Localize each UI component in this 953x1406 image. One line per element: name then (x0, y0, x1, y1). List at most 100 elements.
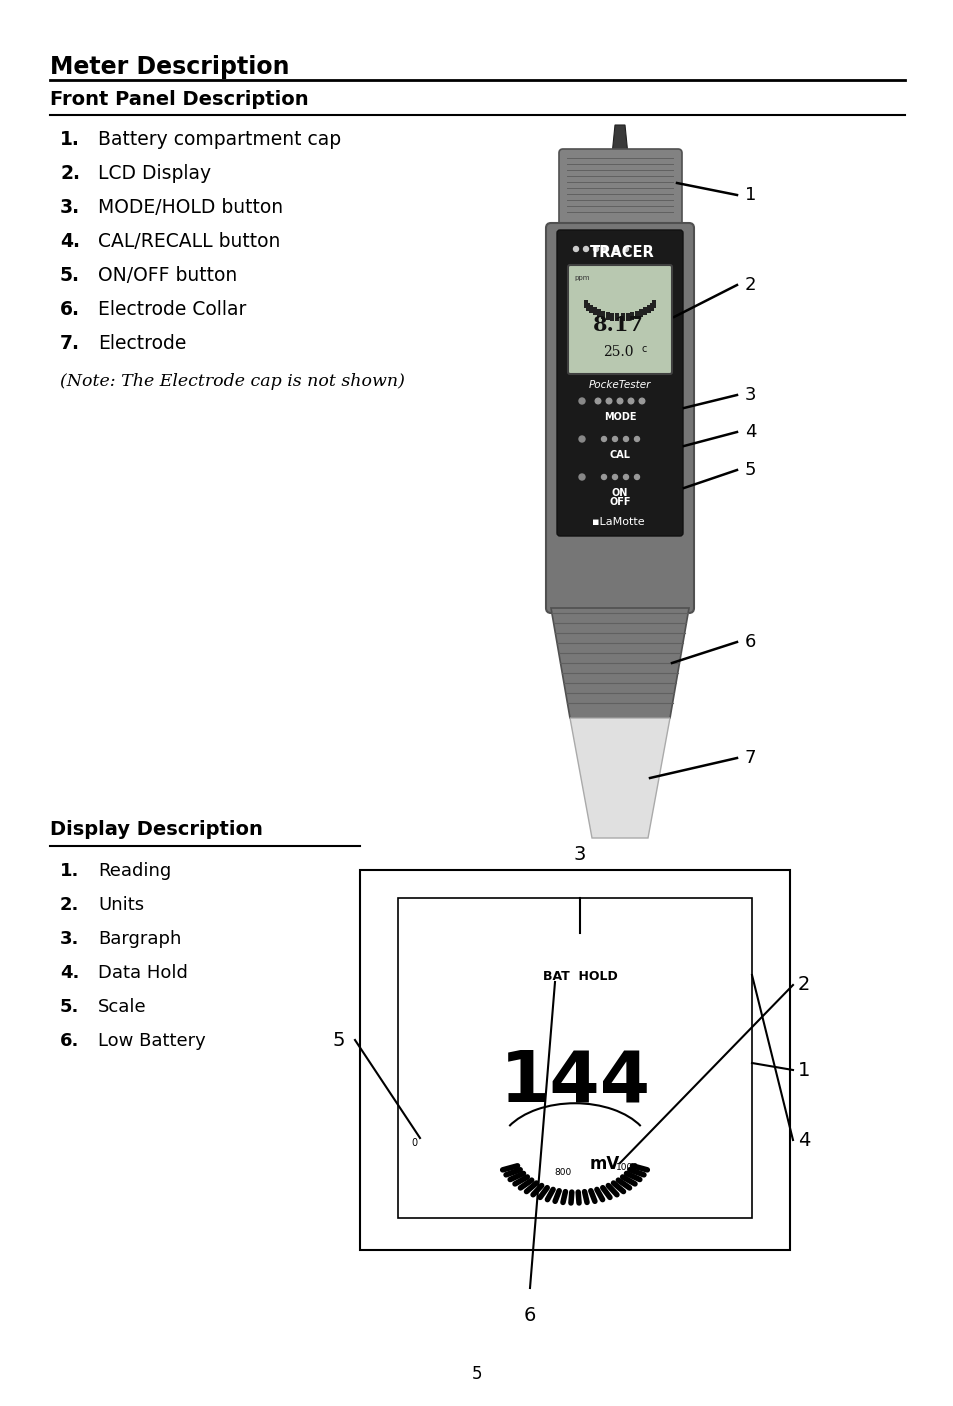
Text: 7: 7 (744, 749, 756, 768)
Text: CAL/RECALL button: CAL/RECALL button (98, 232, 280, 252)
Text: MODE: MODE (603, 412, 636, 422)
Circle shape (578, 474, 584, 479)
Circle shape (627, 398, 633, 404)
Text: 1: 1 (797, 1060, 809, 1080)
Text: Scale: Scale (98, 998, 147, 1017)
Text: MODE/HOLD button: MODE/HOLD button (98, 198, 283, 217)
Text: 1: 1 (744, 186, 756, 204)
Text: 1.: 1. (60, 129, 80, 149)
Text: ON/OFF button: ON/OFF button (98, 266, 237, 285)
Polygon shape (612, 125, 627, 155)
Circle shape (612, 474, 617, 479)
Text: Front Panel Description: Front Panel Description (50, 90, 309, 110)
Bar (583, 301, 587, 308)
Circle shape (612, 436, 617, 441)
Bar (610, 312, 614, 321)
Text: 4: 4 (744, 423, 756, 441)
Circle shape (595, 398, 600, 404)
Circle shape (623, 474, 628, 479)
Text: Display Description: Display Description (50, 820, 263, 839)
Polygon shape (551, 607, 688, 718)
Circle shape (601, 474, 606, 479)
Text: 6: 6 (523, 1306, 536, 1324)
Text: 3: 3 (744, 387, 756, 404)
Text: ▪LaMotte: ▪LaMotte (591, 517, 643, 527)
Bar (397, 898, 751, 1218)
Bar (605, 312, 609, 319)
Circle shape (578, 398, 584, 404)
Text: 5.: 5. (60, 266, 80, 285)
Bar (635, 311, 639, 319)
Text: Data Hold: Data Hold (98, 965, 188, 981)
Text: 7.: 7. (60, 335, 80, 353)
Text: Low Battery: Low Battery (98, 1032, 206, 1050)
Text: 2: 2 (744, 276, 756, 294)
Circle shape (639, 398, 644, 404)
Text: CAL: CAL (609, 450, 630, 460)
Bar (619, 314, 624, 321)
Bar (596, 309, 599, 318)
Text: PockeTester: PockeTester (588, 380, 651, 389)
Bar (359, 870, 789, 1250)
Text: Battery compartment cap: Battery compartment cap (98, 129, 341, 149)
Circle shape (578, 436, 584, 441)
FancyBboxPatch shape (558, 149, 681, 232)
Circle shape (593, 246, 598, 252)
Text: mV: mV (589, 1154, 619, 1173)
Text: 8.17: 8.17 (592, 315, 643, 335)
Circle shape (603, 246, 608, 252)
Text: OFF: OFF (609, 496, 630, 508)
Text: 5: 5 (471, 1365, 482, 1384)
Text: Units: Units (98, 896, 144, 914)
Text: 1000: 1000 (615, 1163, 638, 1173)
Bar (588, 305, 593, 314)
Bar (600, 311, 604, 319)
Text: Electrode Collar: Electrode Collar (98, 299, 246, 319)
Text: 3.: 3. (60, 929, 79, 948)
Text: 25.0: 25.0 (602, 344, 633, 359)
Bar (649, 302, 654, 311)
Text: 5.: 5. (60, 998, 79, 1017)
Bar (615, 314, 618, 321)
Bar (585, 302, 589, 311)
Bar (592, 308, 596, 315)
Text: Electrode: Electrode (98, 335, 186, 353)
Circle shape (634, 436, 639, 441)
Text: 5: 5 (333, 1031, 345, 1049)
Bar (652, 301, 656, 308)
Text: 800: 800 (554, 1168, 571, 1177)
Circle shape (623, 436, 628, 441)
Text: 144: 144 (499, 1047, 650, 1116)
Text: LCD Display: LCD Display (98, 165, 211, 183)
Bar (630, 312, 634, 319)
Text: 0: 0 (411, 1137, 416, 1149)
FancyBboxPatch shape (545, 224, 693, 613)
Text: 2.: 2. (60, 165, 80, 183)
Text: (Note: The Electrode cap is not shown): (Note: The Electrode cap is not shown) (60, 373, 404, 389)
Text: c: c (641, 344, 647, 354)
Circle shape (573, 246, 578, 252)
Circle shape (617, 398, 622, 404)
Bar (642, 308, 647, 315)
Text: ON: ON (611, 488, 627, 498)
Text: 3.: 3. (60, 198, 80, 217)
Text: 1.: 1. (60, 862, 79, 880)
Text: ppm: ppm (574, 276, 589, 281)
Text: 4: 4 (797, 1130, 809, 1150)
Text: 3: 3 (573, 845, 585, 865)
Circle shape (634, 474, 639, 479)
Text: Meter Description: Meter Description (50, 55, 289, 79)
Bar (625, 312, 629, 321)
Text: 2.: 2. (60, 896, 79, 914)
Text: Bargraph: Bargraph (98, 929, 181, 948)
Text: BAT  HOLD: BAT HOLD (542, 970, 617, 983)
Text: 4.: 4. (60, 232, 80, 252)
Circle shape (623, 246, 628, 252)
Text: 4.: 4. (60, 965, 79, 981)
Text: TRACER: TRACER (589, 245, 654, 260)
Text: 5: 5 (744, 461, 756, 479)
Circle shape (583, 246, 588, 252)
Circle shape (605, 398, 611, 404)
Polygon shape (569, 718, 669, 838)
Text: 6: 6 (744, 633, 756, 651)
